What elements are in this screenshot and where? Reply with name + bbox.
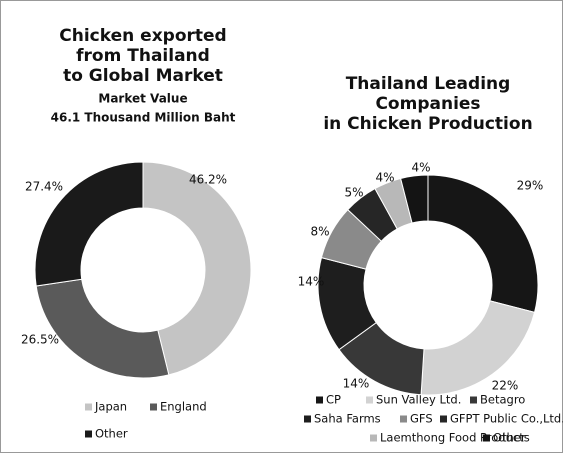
chart-title: from Thailand	[76, 46, 210, 66]
chart-title: Thailand Leading	[346, 74, 511, 94]
legend-swatch	[85, 430, 92, 438]
value-label: 8%	[310, 225, 329, 239]
chart-title: Chicken exported	[59, 26, 226, 46]
legend-label: Laemthong Food Products	[380, 431, 530, 445]
value-label: 29%	[517, 179, 544, 193]
legend-label: Japan	[94, 400, 127, 414]
value-label: 5%	[344, 186, 363, 200]
value-label: 46.2%	[189, 173, 227, 187]
value-label: 26.5%	[21, 333, 59, 347]
legend-swatch	[440, 415, 447, 423]
chart-title: to Global Market	[63, 66, 223, 86]
legend-label: Betagro	[480, 393, 525, 407]
legend-swatch	[304, 415, 311, 423]
donut-slice	[400, 174, 429, 224]
legend-swatch	[470, 396, 477, 404]
value-label: 22%	[492, 379, 519, 393]
legend-swatch	[400, 415, 407, 423]
legend-label: GFPT Public Co.,Ltd.	[450, 412, 563, 426]
legend-swatch	[85, 403, 92, 411]
legend-swatch	[483, 434, 490, 442]
donut-slice	[427, 174, 539, 313]
chart-title: Companies	[375, 94, 480, 114]
chart-subtitle: Market Value	[98, 92, 187, 106]
chart-subtitle: 46.1 Thousand Million Baht	[51, 111, 236, 125]
legend-swatch	[150, 403, 157, 411]
legend-swatch	[366, 396, 373, 404]
legend-label: Sun Valley Ltd.	[376, 393, 461, 407]
legend-label: Other	[95, 427, 128, 441]
legend-swatch	[316, 396, 323, 404]
value-label: 4%	[375, 171, 394, 185]
legend-label: Other	[493, 431, 526, 445]
donut-slice	[142, 161, 252, 376]
legend-label: GFS	[410, 412, 433, 426]
donut-slice	[35, 278, 170, 379]
legend-label: England	[160, 400, 207, 414]
legend-label: CP	[326, 393, 341, 407]
value-label: 14%	[343, 377, 370, 391]
value-label: 14%	[298, 275, 325, 289]
legend-label: Saha Farms	[314, 412, 381, 426]
value-label: 27.4%	[25, 180, 63, 194]
donut-slice	[34, 161, 144, 287]
value-label: 4%	[411, 161, 430, 175]
chart-title: in Chicken Production	[323, 114, 532, 134]
legend-swatch	[370, 434, 377, 442]
